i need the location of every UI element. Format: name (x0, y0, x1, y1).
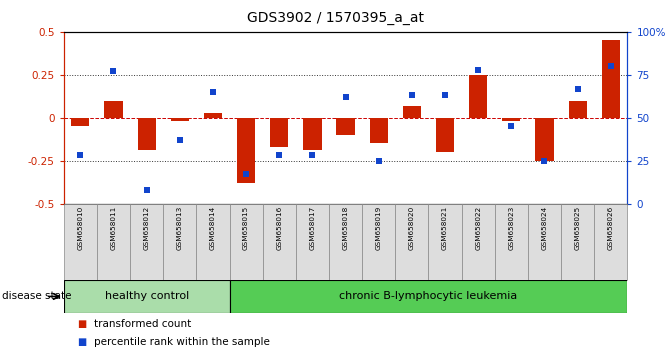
Bar (436, 118, 454, 152)
Text: GSM658018: GSM658018 (343, 206, 348, 250)
Text: chronic B-lymphocytic leukemia: chronic B-lymphocytic leukemia (340, 291, 517, 302)
Text: GSM658020: GSM658020 (409, 206, 415, 250)
Bar (97, 204, 130, 280)
Bar (64, 280, 229, 313)
Bar (138, 118, 156, 150)
Text: ■: ■ (77, 319, 87, 329)
Point (241, 172, 252, 177)
Bar (462, 204, 495, 280)
Text: GSM658016: GSM658016 (276, 206, 282, 250)
Text: GDS3902 / 1570395_a_at: GDS3902 / 1570395_a_at (247, 11, 424, 25)
Text: GSM658011: GSM658011 (111, 206, 117, 250)
Bar (568, 101, 586, 118)
Point (407, 92, 417, 98)
Text: GSM658021: GSM658021 (442, 206, 448, 250)
Point (473, 67, 484, 73)
Bar (469, 75, 487, 118)
Bar (163, 204, 197, 280)
Bar (502, 118, 521, 121)
Bar (204, 113, 222, 118)
Text: healthy control: healthy control (105, 291, 189, 302)
Text: GSM658022: GSM658022 (475, 206, 481, 250)
Point (605, 63, 616, 69)
Text: GSM658010: GSM658010 (77, 206, 83, 250)
Bar (429, 204, 462, 280)
Point (373, 158, 384, 164)
Point (174, 137, 185, 143)
Text: disease state: disease state (2, 291, 72, 302)
Text: GSM658023: GSM658023 (509, 206, 515, 250)
Point (572, 86, 583, 91)
Point (274, 153, 285, 158)
Bar (561, 204, 595, 280)
Text: GSM658017: GSM658017 (309, 206, 315, 250)
Point (108, 69, 119, 74)
Point (75, 153, 86, 158)
Point (440, 92, 450, 98)
Text: percentile rank within the sample: percentile rank within the sample (94, 337, 270, 347)
Bar (362, 204, 395, 280)
Bar (197, 204, 229, 280)
Bar (329, 204, 362, 280)
Bar (595, 204, 627, 280)
Bar (64, 204, 97, 280)
Bar (229, 204, 262, 280)
Bar (303, 118, 321, 150)
Text: GSM658013: GSM658013 (176, 206, 183, 250)
Text: ■: ■ (77, 337, 87, 347)
Bar (105, 101, 123, 118)
Bar (370, 118, 388, 143)
Point (506, 124, 517, 129)
Bar (270, 118, 289, 147)
Point (142, 187, 152, 193)
Bar (170, 118, 189, 121)
Point (307, 153, 318, 158)
Bar (602, 40, 620, 118)
Bar (528, 204, 561, 280)
Text: GSM658025: GSM658025 (574, 206, 580, 250)
Bar (237, 118, 255, 183)
Bar (296, 204, 329, 280)
Bar (71, 118, 89, 126)
Text: GSM658024: GSM658024 (541, 206, 548, 250)
Bar (336, 118, 355, 135)
Point (207, 89, 218, 95)
Bar (395, 204, 429, 280)
Bar (262, 204, 296, 280)
Point (539, 158, 550, 164)
Bar (403, 106, 421, 118)
Text: GSM658026: GSM658026 (608, 206, 614, 250)
Text: transformed count: transformed count (94, 319, 191, 329)
Text: GSM658015: GSM658015 (243, 206, 249, 250)
Bar (535, 118, 554, 161)
Bar (495, 204, 528, 280)
Text: GSM658014: GSM658014 (210, 206, 216, 250)
Bar (229, 280, 627, 313)
Text: GSM658012: GSM658012 (144, 206, 150, 250)
Point (340, 94, 351, 100)
Text: GSM658019: GSM658019 (376, 206, 382, 250)
Bar (130, 204, 163, 280)
